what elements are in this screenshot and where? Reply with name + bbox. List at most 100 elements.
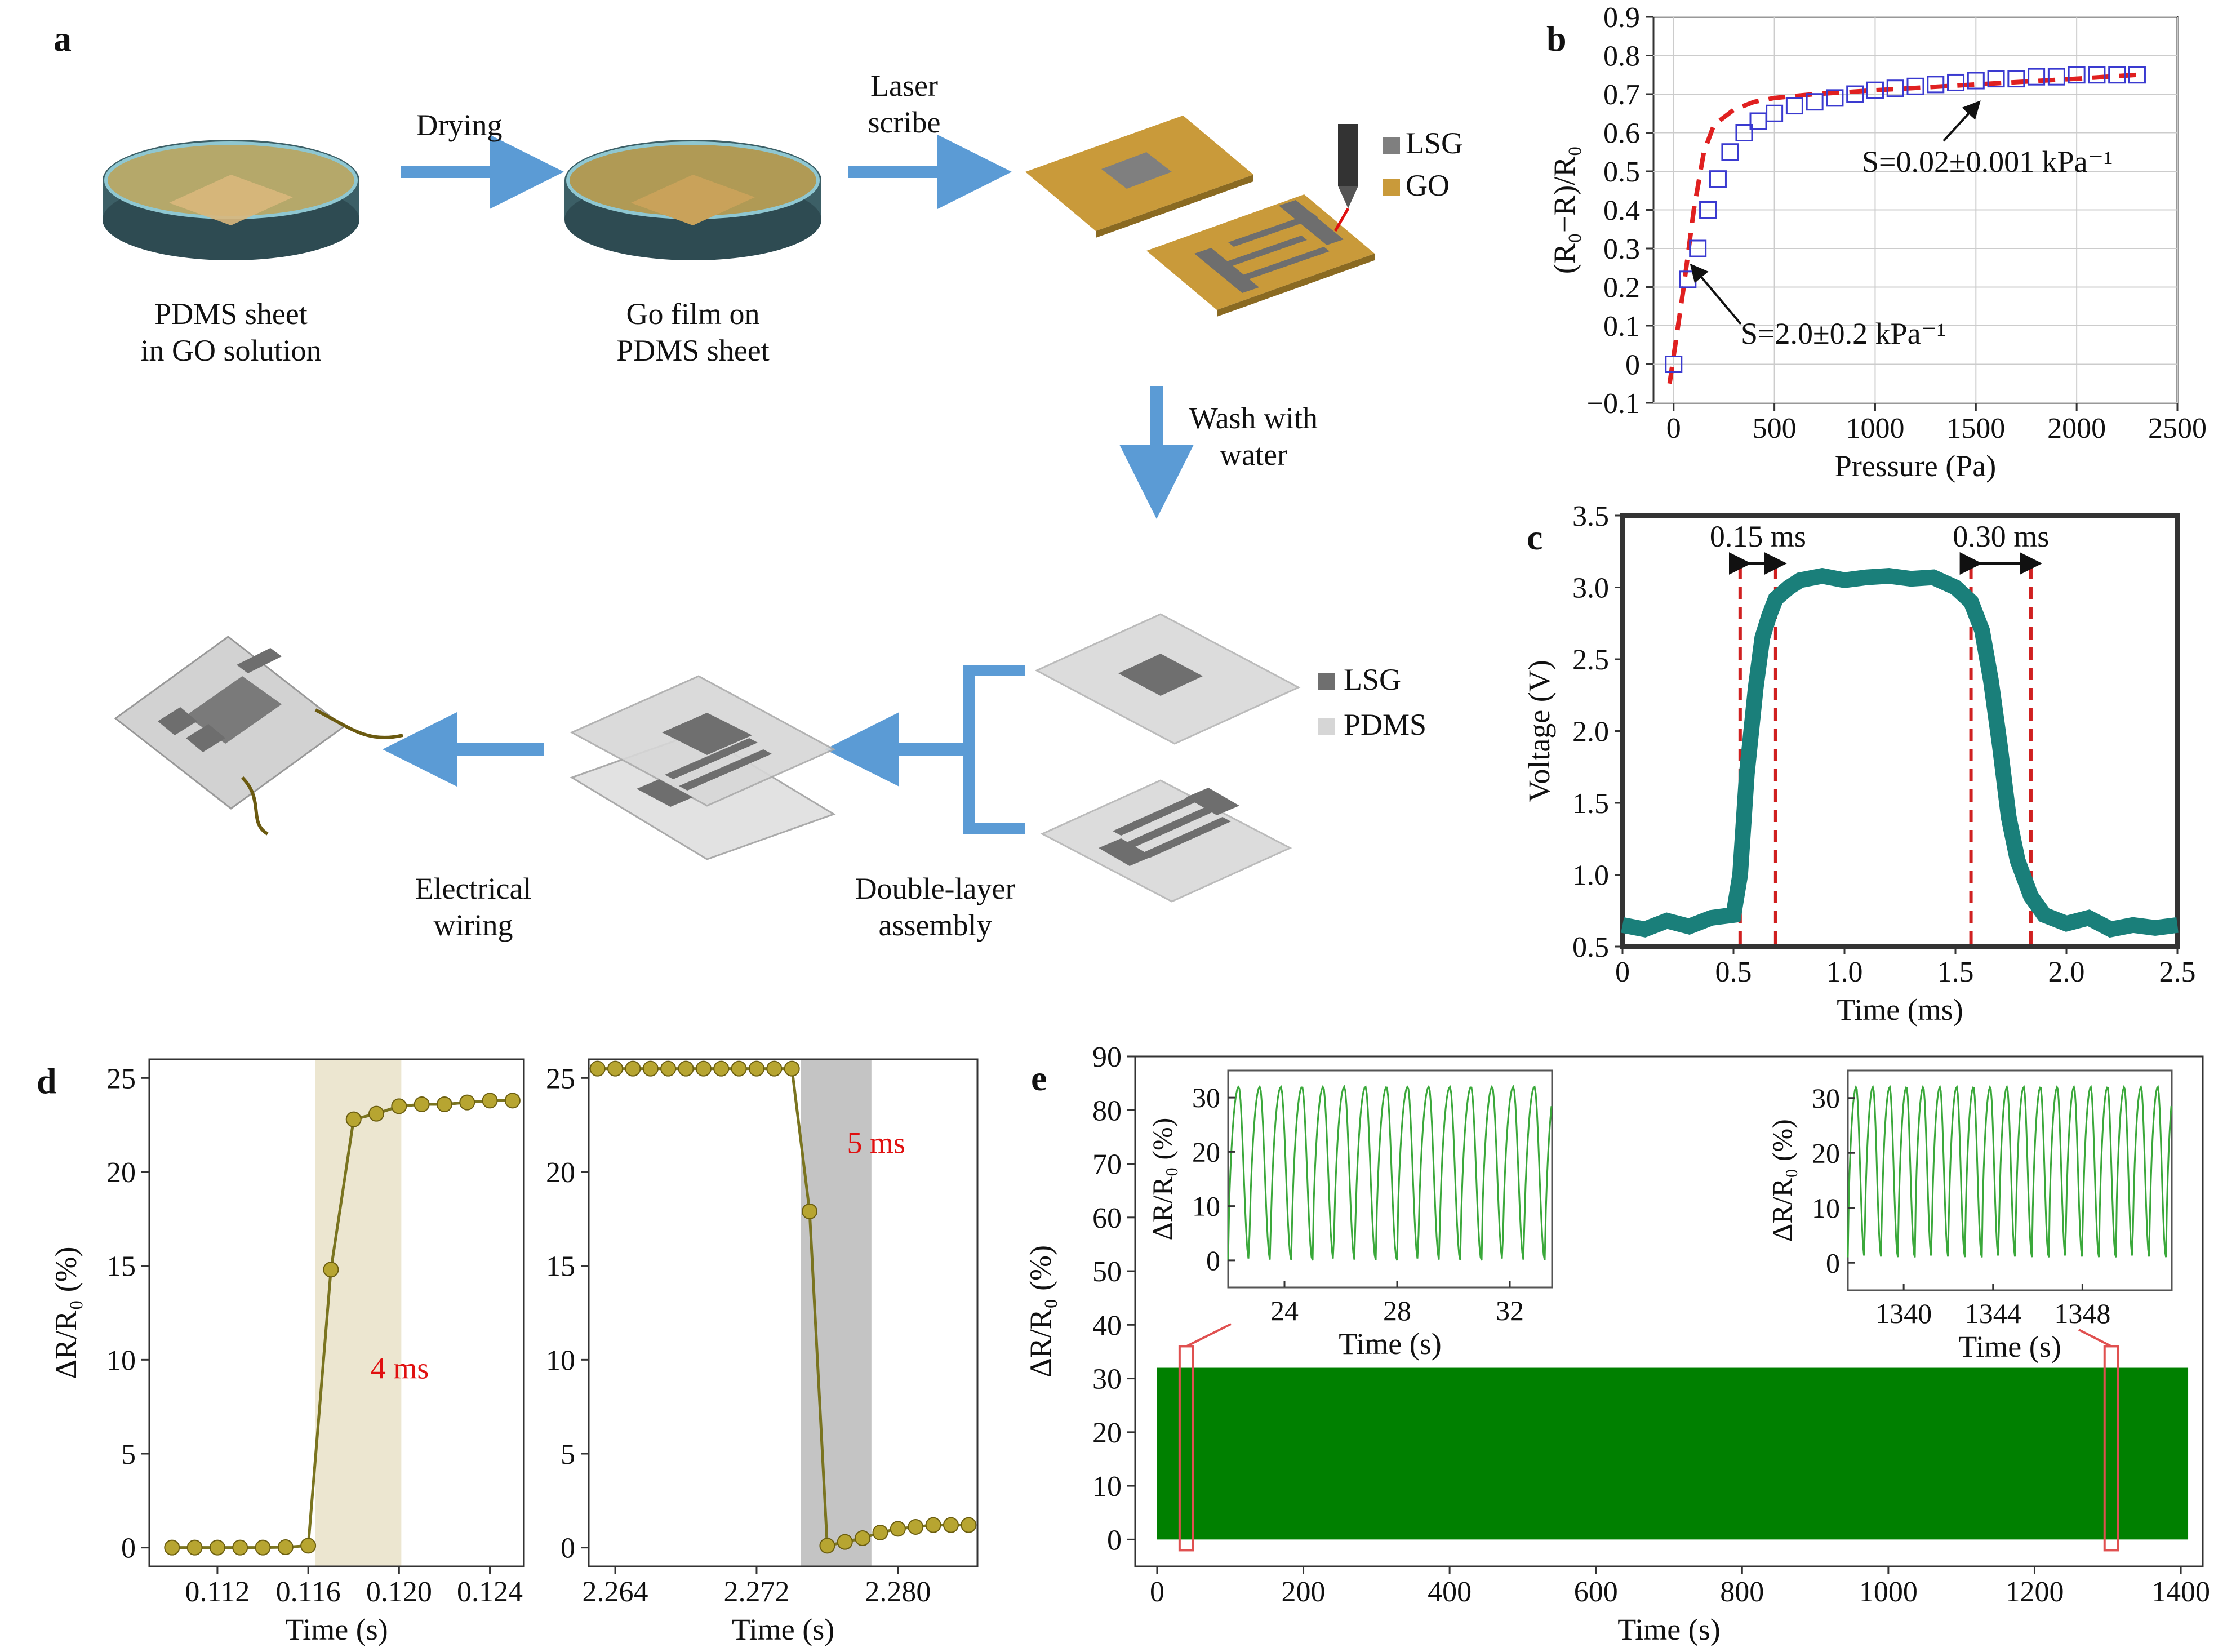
data-point-d2 xyxy=(802,1204,818,1219)
plot-frame-e xyxy=(1134,1055,2204,1567)
y-tick-label-d1: 20 xyxy=(106,1157,136,1189)
inset-y-tick-label-0: 10 xyxy=(1192,1191,1220,1222)
x-tick-label-e: 600 xyxy=(1574,1576,1618,1608)
y-tick-label-b: 0.7 xyxy=(1603,79,1640,111)
data-point-d1 xyxy=(255,1539,271,1556)
annotation-arrow-low xyxy=(1690,263,1742,325)
plot-frame-d2 xyxy=(588,1058,979,1567)
cyclic-signal-band xyxy=(1157,1367,2189,1540)
y-tick-label-b: 0.5 xyxy=(1603,156,1640,188)
data-point-d1 xyxy=(436,1096,452,1112)
x-tick-label-c: 1.5 xyxy=(1937,956,1974,988)
data-point-d1 xyxy=(300,1538,317,1554)
y-tick-label-c: 1.5 xyxy=(1572,788,1609,820)
data-point xyxy=(1699,201,1717,219)
data-point-d2 xyxy=(925,1517,941,1533)
response-shade-d2 xyxy=(801,1059,872,1566)
y-tick-label-b: 0.8 xyxy=(1603,41,1640,73)
y-tick-label-d1: 5 xyxy=(121,1438,136,1471)
step-label-drying: Drying xyxy=(416,108,503,142)
data-point-d1 xyxy=(345,1111,362,1127)
y-axis-label-b: (R₀−R)/R₀ xyxy=(1548,146,1581,274)
data-point xyxy=(2088,66,2106,84)
data-point-d2 xyxy=(660,1060,677,1077)
step-label-laser-1: Laser xyxy=(870,69,938,103)
inset-y-tick-label-1: 10 xyxy=(1812,1192,1840,1224)
annotation-low: S=2.0±0.2 kPa⁻¹ xyxy=(1741,317,1946,350)
y-tick-label-d1: 25 xyxy=(106,1063,136,1095)
x-axis-label-b: Pressure (Pa) xyxy=(1835,449,1996,483)
step-label-wiring-2: wiring xyxy=(434,908,513,942)
data-point-d1 xyxy=(323,1262,339,1278)
y-tick-label-d1: 10 xyxy=(106,1344,136,1376)
plot-frame-d1 xyxy=(148,1058,525,1567)
annotation-high: S=0.02±0.001 kPa⁻¹ xyxy=(1862,145,2113,179)
legend-swatch-lsg-top xyxy=(1383,137,1400,154)
data-point-d2 xyxy=(784,1060,800,1077)
y-tick-label-b: 0.1 xyxy=(1603,310,1640,343)
x-tick-label-e: 800 xyxy=(1720,1576,1764,1608)
y-tick-label-e: 10 xyxy=(1092,1471,1122,1503)
data-point-d1 xyxy=(391,1098,407,1114)
x-tick-label-d2: 2.264 xyxy=(583,1576,648,1608)
inset-x-tick-label-1: 1344 xyxy=(1965,1298,2021,1329)
inset-signal-1 xyxy=(1847,1084,2172,1258)
data-point-d2 xyxy=(678,1060,694,1077)
step-label-wiring-1: Electrical xyxy=(415,872,532,905)
y-tick-label-e: 30 xyxy=(1092,1364,1122,1396)
inset-x-tick-label-0: 32 xyxy=(1496,1295,1524,1326)
y-tick-label-c: 3.0 xyxy=(1572,572,1609,605)
data-point xyxy=(1679,270,1697,288)
x-tick-label-e: 1000 xyxy=(1859,1576,1918,1608)
laser-scribed-plates xyxy=(1025,116,1375,317)
response-shade-d1 xyxy=(315,1059,402,1566)
data-point-d2 xyxy=(837,1534,853,1550)
inset-y-tick-label-0: 0 xyxy=(1206,1245,1220,1276)
y-tick-label-e: 40 xyxy=(1092,1309,1122,1342)
go-film xyxy=(631,175,755,225)
x-tick-label-d2: 2.272 xyxy=(723,1576,789,1608)
x-tick-label-e: 1400 xyxy=(2151,1576,2210,1608)
y-axis-label-d1: ΔR/R₀ (%) xyxy=(49,1246,83,1379)
x-tick-label-d1: 0.120 xyxy=(366,1576,432,1608)
y-tick-label-b: 0.9 xyxy=(1603,2,1640,34)
x-axis-label-c: Time (ms) xyxy=(1837,993,1963,1027)
y-tick-label-e: 60 xyxy=(1092,1202,1122,1234)
inset-y-tick-label-1: 0 xyxy=(1826,1247,1840,1278)
wired-device xyxy=(114,636,403,836)
x-tick-label-e: 400 xyxy=(1428,1576,1472,1608)
data-point-d2 xyxy=(819,1538,835,1554)
step-label-assembly-1: Double-layer xyxy=(855,872,1016,905)
chart-d2: 2.264 2.272 2.280 0 5 10 15 20 25 Time (s) 5 ms xyxy=(546,1058,979,1646)
data-point-d2 xyxy=(607,1060,624,1077)
y-tick-label-c: 2.0 xyxy=(1572,716,1609,748)
data-point-d1 xyxy=(209,1539,225,1556)
x-tick-label-d1: 0.124 xyxy=(457,1576,523,1608)
x-tick-label-c: 1.0 xyxy=(1826,956,1863,988)
y-axis-label-c: Voltage (V) xyxy=(1522,660,1556,802)
inset-x-tick-label-1: 1340 xyxy=(1875,1298,1932,1329)
panel-a-letter: a xyxy=(54,19,72,59)
legend-swatch-lsg-bottom xyxy=(1318,673,1335,690)
step-label-gofilm-1: Go film on xyxy=(626,297,760,331)
x-tick-label-e: 0 xyxy=(1150,1576,1164,1608)
data-point-d2 xyxy=(731,1060,747,1077)
y-tick-label-c: 0.5 xyxy=(1572,931,1609,963)
pdms-sheet xyxy=(169,175,293,225)
y-tick-label-e: 70 xyxy=(1092,1149,1122,1181)
y-tick-label-b: 0 xyxy=(1625,349,1640,381)
response-line-d1 xyxy=(172,1099,513,1549)
x-axis-label-d2: Time (s) xyxy=(732,1613,835,1646)
data-point-d2 xyxy=(748,1060,764,1077)
inset-x-label-0: Time (s) xyxy=(1339,1327,1442,1361)
data-point-d2 xyxy=(625,1060,641,1077)
inset-x-tick-label-1: 1348 xyxy=(2054,1298,2110,1329)
data-point-d2 xyxy=(890,1521,906,1537)
data-point xyxy=(1967,72,1985,90)
laser-head xyxy=(1338,124,1358,186)
time-label-d2: 5 ms xyxy=(847,1126,906,1160)
y-tick-label-b: −0.1 xyxy=(1587,388,1640,420)
voltage-trace xyxy=(1621,567,2179,938)
zoom-link-right xyxy=(2078,1329,2112,1348)
rise-time-label: 0.15 ms xyxy=(1710,519,1806,553)
